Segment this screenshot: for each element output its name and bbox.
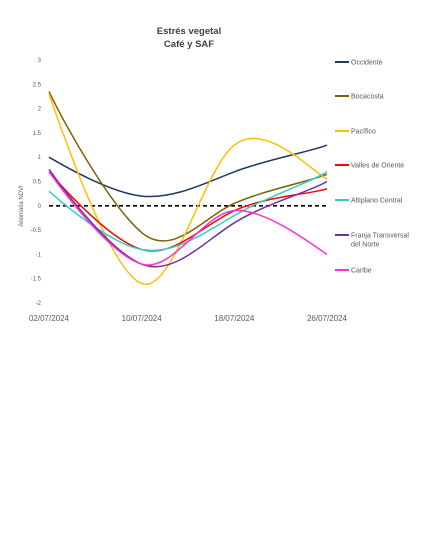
x-tick-label: 10/07/2024 [122, 314, 163, 323]
series-line-1 [48, 144, 328, 198]
y-tick-label: 2 [38, 107, 42, 113]
legend-label: Pacífico [351, 129, 376, 136]
y-axis-ticks: 3 2.5 2 1.5 1 0.5 0 -0.5 -1 -1.5 -2 [31, 58, 42, 307]
chart-title: Estrés vegetal [157, 26, 221, 37]
series-line-3 [48, 93, 328, 285]
y-tick-label: 1 [38, 155, 42, 161]
y-tick-label: -2 [36, 301, 42, 307]
legend-label: Valles de Oriente [351, 163, 404, 170]
y-tick-label: 0 [38, 204, 42, 210]
legend-label: Occidente [351, 60, 383, 67]
series-line-7 [48, 171, 328, 266]
y-tick-label: -1 [36, 252, 42, 258]
legend-label: Bocacosta [351, 94, 384, 101]
x-axis-ticks: 02/07/2024 10/07/2024 18/07/2024 26/07/2024 [29, 314, 348, 323]
y-tick-label: 2.5 [33, 82, 42, 88]
chart-subtitle: Café y SAF [164, 39, 214, 50]
x-tick-label: 02/07/2024 [29, 314, 70, 323]
series-line-2 [48, 91, 328, 242]
series-line-6 [48, 168, 328, 268]
y-tick-label: 0.5 [33, 180, 42, 186]
x-tick-label: 26/07/2024 [307, 314, 348, 323]
series-line-4 [48, 171, 328, 252]
line-chart: Estrés vegetal Café y SAF Anomalía NDVI … [19, 26, 409, 323]
series-lines [48, 91, 328, 285]
y-tick-label: -1.5 [31, 277, 42, 283]
legend: Occidente Bocacosta Pacífico Valles de Orie… [335, 60, 409, 275]
y-tick-label: -0.5 [31, 228, 42, 234]
x-tick-label: 18/07/2024 [214, 314, 255, 323]
y-axis-label: Anomalía NDVI [19, 185, 25, 227]
legend-label: Franja Transversal del Norte [351, 233, 409, 249]
y-tick-label: 3 [38, 58, 42, 64]
legend-label: Altiplano Central [351, 198, 403, 205]
legend-label: Caribe [351, 268, 372, 275]
y-tick-label: 1.5 [33, 131, 42, 137]
chart-container: Estrés vegetal Café y SAF Anomalía NDVI … [9, 16, 440, 333]
